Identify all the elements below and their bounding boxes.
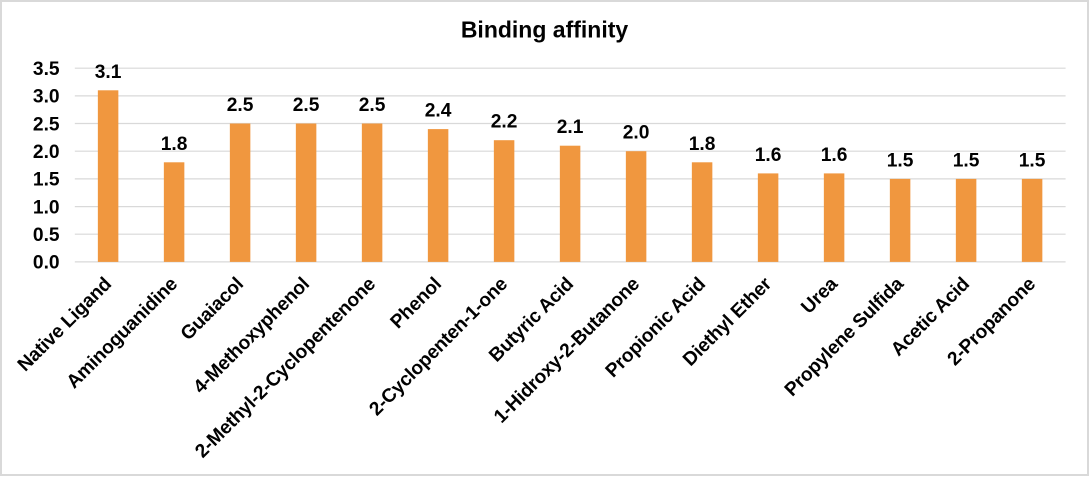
svg-text:1.5: 1.5	[953, 150, 980, 171]
svg-text:2.5: 2.5	[359, 95, 386, 116]
svg-text:Binding affinity: Binding affinity	[461, 17, 629, 43]
svg-text:2.5: 2.5	[33, 114, 60, 135]
svg-text:1.6: 1.6	[821, 145, 848, 166]
svg-text:1.6: 1.6	[755, 145, 782, 166]
svg-text:2.5: 2.5	[227, 95, 254, 116]
svg-text:2.0: 2.0	[623, 123, 650, 144]
svg-text:1.8: 1.8	[161, 134, 188, 155]
svg-text:2.2: 2.2	[491, 112, 518, 133]
svg-text:1.5: 1.5	[887, 150, 914, 171]
svg-text:2.5: 2.5	[293, 95, 320, 116]
svg-text:1.5: 1.5	[33, 170, 60, 191]
svg-text:2.1: 2.1	[557, 117, 584, 138]
svg-text:1.5: 1.5	[1019, 150, 1046, 171]
svg-text:3.1: 3.1	[95, 62, 122, 83]
svg-text:3.0: 3.0	[33, 87, 60, 108]
svg-text:2.0: 2.0	[33, 142, 60, 163]
svg-text:0.5: 0.5	[33, 225, 60, 246]
svg-text:1.8: 1.8	[689, 134, 716, 155]
svg-text:2.4: 2.4	[425, 101, 452, 122]
svg-text:3.5: 3.5	[33, 59, 60, 80]
svg-text:0.0: 0.0	[33, 253, 60, 274]
svg-text:1.0: 1.0	[33, 197, 60, 218]
